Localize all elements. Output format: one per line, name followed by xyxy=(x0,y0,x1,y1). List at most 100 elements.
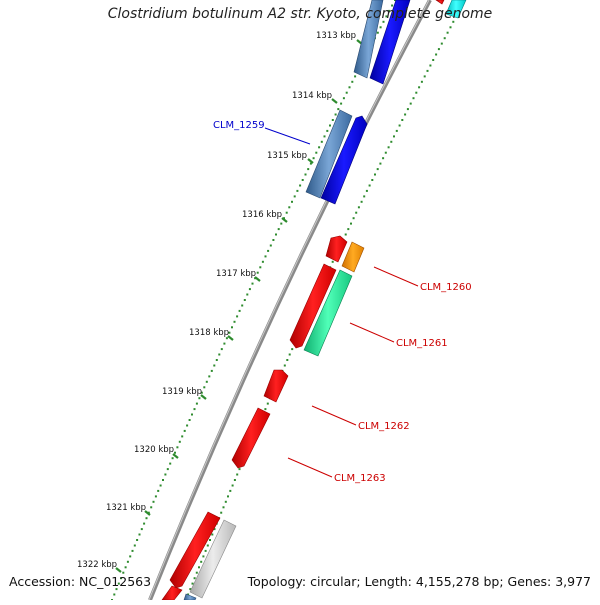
scale-dot xyxy=(178,440,181,443)
scale-dot xyxy=(415,91,418,94)
scale-dot xyxy=(347,228,350,231)
scale-dot xyxy=(264,255,267,258)
scale-dot xyxy=(286,359,289,361)
scale-dot xyxy=(256,271,259,274)
scale-dot xyxy=(420,80,423,83)
scale-dot xyxy=(267,249,270,252)
scale-dot xyxy=(331,119,334,121)
scale-dot xyxy=(264,408,267,411)
scale-dot xyxy=(186,424,189,427)
scale-dot xyxy=(432,59,435,61)
scale-dot xyxy=(363,195,366,198)
scale-dot xyxy=(446,31,449,34)
scale-dot xyxy=(395,129,398,132)
scale-dot xyxy=(238,468,241,471)
scale-dot xyxy=(218,353,221,356)
scale-dot xyxy=(202,555,205,558)
scale-dot xyxy=(176,446,179,449)
scale-dot xyxy=(423,75,426,78)
scale-dot xyxy=(384,151,387,154)
scale-dot xyxy=(145,517,148,520)
kbp-tick-labels: 1313 kbp 1314 kbp 1315 kbp 1316 kbp 1317… xyxy=(77,31,356,570)
scale-dot xyxy=(368,184,371,187)
gene-feature[interactable] xyxy=(341,241,365,273)
scale-dot xyxy=(340,102,343,105)
scale-dot xyxy=(211,533,214,536)
scale-dot xyxy=(323,135,326,138)
scale-dot xyxy=(345,91,348,94)
gene-feature[interactable] xyxy=(263,369,289,403)
gene-label-clm-1263[interactable]: CLM_1263 xyxy=(334,473,386,484)
scale-dot xyxy=(266,402,269,405)
scale-dot xyxy=(225,337,228,340)
scale-dot xyxy=(191,413,193,416)
scale-dot xyxy=(198,566,200,569)
gene-feature[interactable] xyxy=(325,235,348,263)
scale-dot xyxy=(398,124,401,127)
scale-dot xyxy=(357,206,360,209)
tick-label-1319: 1319 kbp xyxy=(162,387,202,397)
scale-dot xyxy=(291,200,293,203)
scale-dot xyxy=(126,560,129,563)
scale-dot xyxy=(231,484,234,487)
gene-feature[interactable] xyxy=(189,519,237,599)
tick-label-1321: 1321 kbp xyxy=(106,503,146,513)
scale-dot xyxy=(195,571,198,574)
scale-dot xyxy=(320,140,323,143)
gene-feature[interactable] xyxy=(353,0,384,79)
gene-feature[interactable] xyxy=(289,263,337,349)
scale-dot xyxy=(261,260,264,263)
backbone-arc xyxy=(148,0,432,601)
gene-feature[interactable] xyxy=(320,115,368,205)
scale-dot xyxy=(233,479,236,481)
gene-feature[interactable] xyxy=(305,109,353,199)
scale-dot xyxy=(285,211,288,214)
scale-dot xyxy=(213,364,216,367)
gene-feature[interactable] xyxy=(169,511,221,589)
gene-feature[interactable] xyxy=(435,0,445,5)
gene-feature[interactable] xyxy=(161,585,183,601)
scale-dot xyxy=(304,173,307,176)
scale-dot xyxy=(393,135,395,138)
scale-dot xyxy=(272,239,275,241)
gene-label-clm-1262[interactable]: CLM_1262 xyxy=(358,421,410,432)
scale-dot xyxy=(159,484,162,487)
scale-dot xyxy=(351,80,354,83)
scale-dot xyxy=(315,151,318,154)
scale-dot xyxy=(213,528,216,531)
gene-feature[interactable] xyxy=(445,0,467,19)
tick-label-1315: 1315 kbp xyxy=(267,151,307,161)
scale-dot xyxy=(401,119,404,121)
scale-dot xyxy=(296,189,299,192)
scale-dot xyxy=(406,108,409,111)
gene-label-clm-1259[interactable]: CLM_1259 xyxy=(213,120,265,131)
gene-feature[interactable] xyxy=(369,0,411,85)
scale-dot xyxy=(200,391,203,394)
tick-label-1322: 1322 kbp xyxy=(77,560,117,570)
scale-dot xyxy=(334,113,337,116)
scale-dot xyxy=(188,419,191,421)
scale-dot xyxy=(204,549,207,552)
scale-dot xyxy=(412,97,415,100)
scale-dot xyxy=(208,375,211,378)
scale-dot xyxy=(385,15,388,18)
scale-dot xyxy=(318,146,321,149)
scale-dot xyxy=(195,402,198,405)
scale-dot xyxy=(440,42,443,45)
scale-dot xyxy=(236,473,239,476)
scale-dot xyxy=(189,588,192,591)
scale-dot xyxy=(166,468,169,471)
scale-dot xyxy=(248,288,251,291)
topology-summary-text: Topology: circular; Length: 4,155,278 bp… xyxy=(247,574,591,589)
genes-outer-strand xyxy=(161,0,384,601)
scale-dot xyxy=(115,588,118,591)
gene-feature[interactable] xyxy=(183,593,197,601)
gene-label-clm-1260[interactable]: CLM_1260 xyxy=(420,282,472,293)
gene-label-clm-1261[interactable]: CLM_1261 xyxy=(396,338,448,349)
scale-dot xyxy=(171,457,174,460)
gene-feature[interactable] xyxy=(231,407,271,469)
scale-dot xyxy=(251,282,254,285)
scale-dot xyxy=(355,211,358,214)
gene-feature[interactable] xyxy=(303,269,353,357)
outer-scale-dots xyxy=(111,0,396,601)
